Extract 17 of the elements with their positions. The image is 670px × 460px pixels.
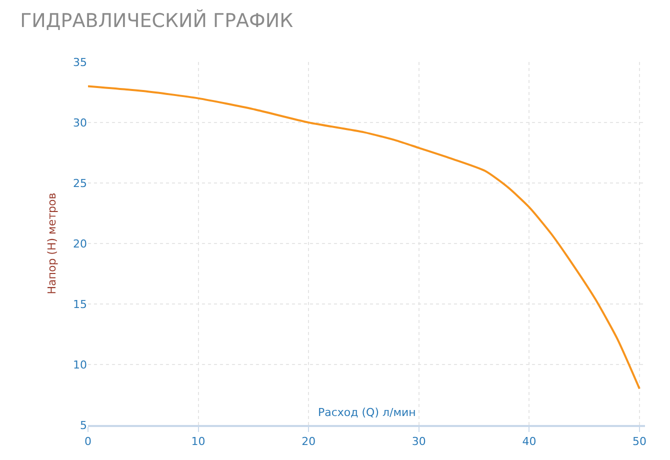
y-tick-label: 35	[73, 56, 87, 69]
chart-title: ГИДРАВЛИЧЕСКИЙ ГРАФИК	[20, 9, 294, 32]
y-tick-label: 20	[73, 237, 87, 250]
x-tick-label: 20	[302, 435, 316, 448]
y-tick-label: 15	[73, 298, 87, 311]
y-tick-label: 30	[73, 116, 87, 130]
x-tick-label: 40	[522, 435, 536, 448]
x-axis-title: Расход (Q) л/мин	[318, 406, 416, 419]
y-tick-label: 10	[73, 358, 87, 372]
y-axis-title: Напор (H) метров	[46, 192, 59, 294]
y-tick-label: 25	[73, 176, 87, 190]
x-tick-label: 10	[191, 435, 206, 448]
y-tick-label: 5	[80, 418, 87, 432]
x-tick-label: 30	[412, 435, 426, 448]
x-tick-label: 0	[84, 435, 92, 448]
x-tick-label: 50	[632, 435, 646, 448]
line-series	[88, 85, 640, 390]
